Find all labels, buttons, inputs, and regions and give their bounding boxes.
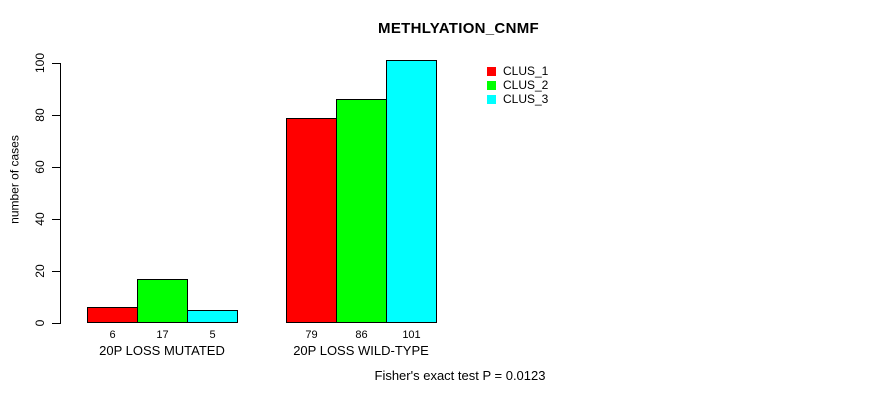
legend-label: CLUS_1 xyxy=(503,64,549,78)
chart-title: METHLYATION_CNMF xyxy=(378,20,539,37)
x-group-label-2: 20P LOSS WILD-TYPE xyxy=(293,343,429,358)
legend-item-clus_3: CLUS_3 xyxy=(487,92,548,106)
y-axis-tick xyxy=(52,167,60,168)
y-axis-line xyxy=(60,63,61,324)
legend-item-clus_2: CLUS_2 xyxy=(487,78,548,92)
y-axis-tick-label: 0 xyxy=(33,319,47,327)
y-axis-tick-label: 40 xyxy=(33,212,47,226)
y-axis-tick-label: 20 xyxy=(33,264,47,278)
bar-value-label: 17 xyxy=(156,329,169,341)
x-group-label-1: 20P LOSS MUTATED xyxy=(99,343,225,358)
y-axis-tick xyxy=(52,271,60,272)
bar-clus_3-group1 xyxy=(187,310,238,323)
bar-value-label: 101 xyxy=(402,329,421,341)
y-axis-title: number of cases xyxy=(7,135,22,224)
bar-value-label: 6 xyxy=(109,329,116,341)
bar-clus_2-group2 xyxy=(336,99,387,323)
y-axis-tick xyxy=(52,323,60,324)
legend-item-clus_1: CLUS_1 xyxy=(487,64,548,78)
y-axis-tick xyxy=(52,115,60,116)
fisher-test-annotation: Fisher's exact test P = 0.0123 xyxy=(374,368,546,383)
bar-value-label: 86 xyxy=(355,329,368,341)
y-axis-tick-label: 100 xyxy=(33,52,47,74)
legend-swatch-clus_3 xyxy=(487,94,496,104)
bar-clus_1-group2 xyxy=(286,118,337,323)
bar-value-label: 5 xyxy=(209,329,216,341)
y-axis-tick-label: 60 xyxy=(33,160,47,174)
bar-value-label: 79 xyxy=(305,329,318,341)
legend-label: CLUS_3 xyxy=(503,92,549,106)
bar-clus_2-group1 xyxy=(137,279,188,323)
y-axis-tick-label: 80 xyxy=(33,108,47,122)
legend-swatch-clus_1 xyxy=(487,66,496,76)
bar-clus_1-group1 xyxy=(87,307,138,323)
legend: CLUS_1 CLUS_2 CLUS_3 xyxy=(487,64,548,106)
y-axis-tick xyxy=(52,63,60,64)
legend-label: CLUS_2 xyxy=(503,78,549,92)
legend-swatch-clus_2 xyxy=(487,80,496,90)
bar-clus_3-group2 xyxy=(386,60,437,323)
y-axis-tick xyxy=(52,219,60,220)
